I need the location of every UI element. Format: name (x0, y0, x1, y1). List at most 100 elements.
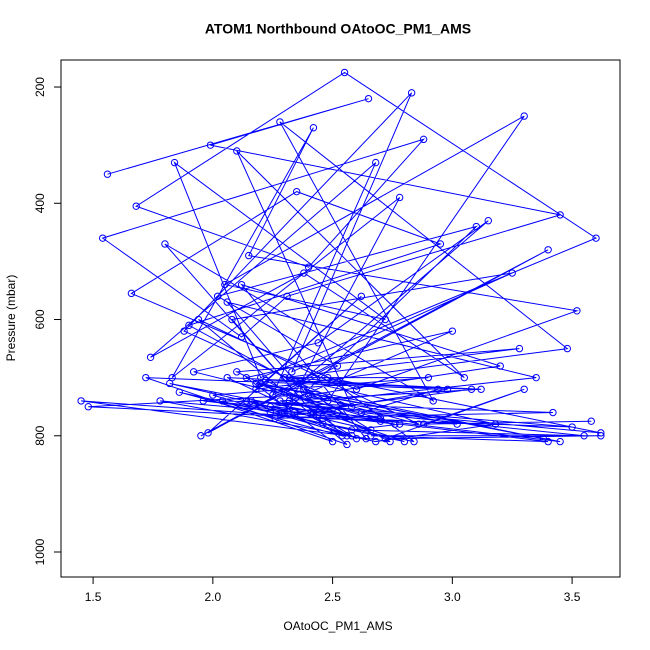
data-point (319, 414, 327, 423)
data-point (549, 408, 557, 417)
data-point (376, 417, 385, 425)
data-point (343, 440, 351, 449)
data-point (166, 379, 174, 388)
data-point (228, 315, 236, 324)
data-point (340, 68, 349, 77)
data-point (218, 397, 227, 405)
data-point (544, 437, 552, 446)
data-point (146, 353, 155, 361)
data-point (185, 321, 193, 330)
data-point (333, 408, 342, 417)
data-point (448, 327, 457, 335)
x-tick-label: 3.0 (444, 590, 461, 604)
data-point (467, 385, 476, 393)
data-point (580, 432, 588, 440)
data-point (77, 397, 85, 405)
data-point (199, 397, 207, 405)
data-point (161, 240, 169, 248)
data-point (276, 118, 284, 126)
data-point (252, 379, 260, 388)
data-point (429, 397, 437, 405)
data-point (343, 432, 351, 440)
data-point (213, 292, 222, 300)
data-point (391, 420, 399, 428)
data-point (280, 408, 289, 417)
data-point (242, 397, 251, 405)
data-point (395, 193, 404, 202)
data-line (81, 71, 601, 445)
data-point (309, 124, 318, 132)
data-point (472, 222, 480, 231)
data-point (324, 373, 332, 382)
data-point (434, 385, 442, 393)
data-point (573, 307, 581, 315)
data-point (443, 385, 452, 393)
data-point (357, 292, 366, 300)
x-tick-label: 3.5 (564, 590, 581, 604)
data-point (98, 234, 107, 242)
data-point (180, 327, 188, 335)
data-point (276, 397, 284, 405)
data-point (352, 385, 361, 393)
y-tick-label: 1000 (33, 538, 47, 565)
data-point (352, 434, 361, 443)
data-point (285, 397, 294, 405)
data-point (407, 89, 416, 97)
data-point (410, 437, 418, 446)
data-point (295, 391, 303, 399)
data-point (400, 437, 409, 446)
data-point (285, 373, 294, 382)
data-point (257, 379, 265, 388)
data-point (194, 315, 203, 324)
data-point (269, 391, 277, 399)
data-point (175, 388, 184, 396)
y-tick-label: 600 (33, 309, 47, 329)
data-point (563, 344, 572, 353)
data-point (304, 391, 313, 399)
data-point (376, 414, 385, 423)
data-point (221, 280, 229, 289)
data-point (314, 339, 322, 347)
data-point (156, 397, 164, 405)
data-point (314, 408, 322, 417)
data-point (233, 147, 241, 155)
data-point (597, 432, 605, 440)
data-point (367, 432, 375, 440)
data-point (367, 426, 375, 434)
data-point (460, 373, 469, 382)
data-point (189, 368, 198, 376)
data-point (295, 379, 303, 388)
data-point (324, 397, 332, 405)
data-point (206, 141, 215, 149)
y-axis-label: Pressure (mbar) (4, 275, 18, 362)
data-point (223, 298, 231, 306)
data-point (242, 373, 251, 382)
data-point (237, 333, 246, 341)
data-point (556, 211, 564, 219)
data-point (204, 429, 212, 437)
data-point (348, 426, 356, 434)
data-point (372, 158, 380, 167)
y-tick-label: 800 (33, 425, 47, 445)
data-point (532, 373, 540, 382)
data-point (103, 170, 112, 178)
y-tick-label: 400 (33, 193, 47, 213)
data-point (209, 391, 217, 399)
data-point (592, 234, 600, 242)
data-point (328, 437, 337, 446)
data-point (372, 437, 380, 446)
data-point (245, 251, 253, 260)
chart-title: ATOM1 Northbound OAtoOC_PM1_AMS (205, 21, 471, 37)
x-tick-label: 2.5 (324, 590, 341, 604)
data-point (309, 408, 318, 417)
data-point (419, 420, 428, 428)
data-point (233, 368, 241, 376)
x-tick-label: 1.5 (85, 590, 102, 604)
data-point (453, 420, 461, 428)
data-point (515, 344, 524, 353)
data-point (319, 420, 327, 428)
data-point (142, 373, 150, 382)
data-point (338, 432, 346, 440)
data-point (357, 408, 366, 417)
